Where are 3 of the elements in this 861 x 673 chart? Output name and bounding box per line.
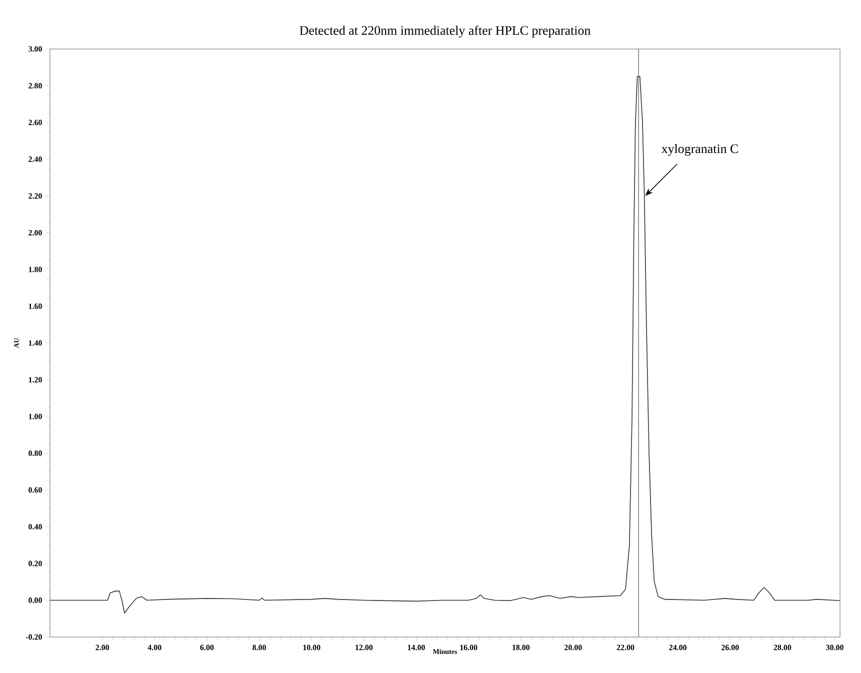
line-series	[50, 76, 840, 614]
chart-title: Detected at 220nm immediately after HPLC preparation	[300, 26, 590, 38]
annotation: xylogranatin C	[661, 144, 738, 156]
